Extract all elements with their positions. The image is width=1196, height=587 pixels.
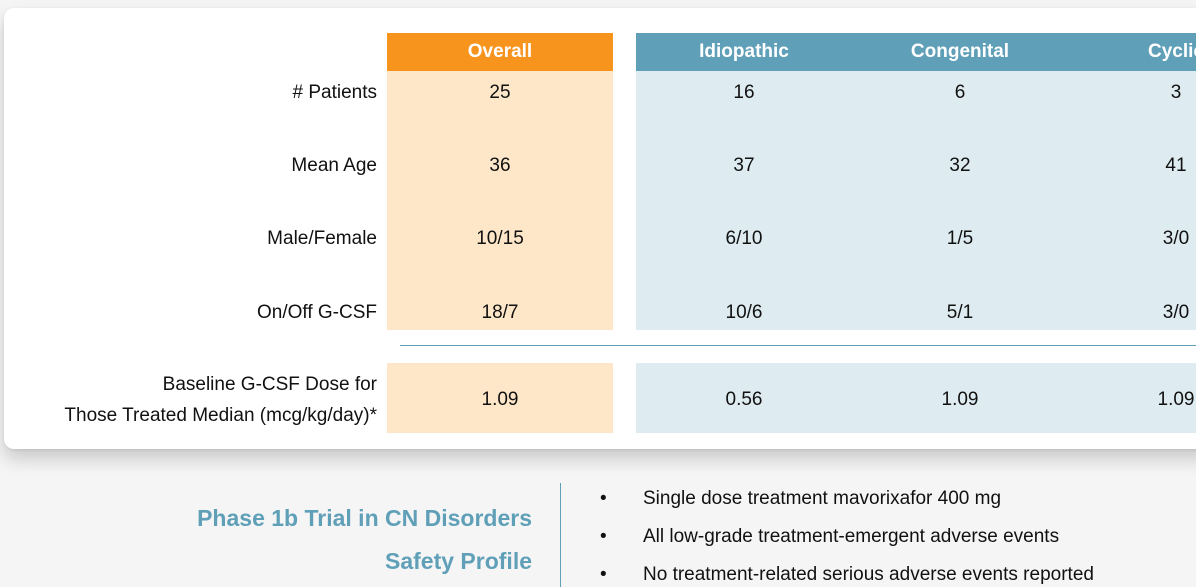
cell-overall-baseline-dose: 1.09 xyxy=(481,389,519,410)
bullet-text: Single dose treatment mavorixafor 400 mg xyxy=(643,488,1002,509)
cell-congenital-mean-age: 32 xyxy=(949,155,971,176)
header-overall: Overall xyxy=(387,33,613,71)
header-congenital: Congenital xyxy=(910,41,1010,62)
bullet-dot: • xyxy=(600,526,607,547)
overall-column-band-baseline xyxy=(387,363,613,433)
table-divider xyxy=(400,345,1196,346)
cell-idiopathic-baseline-dose: 0.56 xyxy=(725,389,763,410)
bullet-text: No treatment-related serious adverse eve… xyxy=(643,564,1094,585)
row-label-baseline-dose: Baseline G-CSF Dose for Those Treated Me… xyxy=(0,369,377,431)
section-divider xyxy=(560,483,561,587)
subgroup-column-band xyxy=(636,33,1196,330)
subgroup-column-band-baseline xyxy=(636,363,1196,433)
cell-congenital-male-female: 1/5 xyxy=(946,228,974,249)
bullet-dot: • xyxy=(600,564,607,585)
row-label-on-off-gcsf: On/Off G-CSF xyxy=(256,302,377,323)
section-title-line1: Phase 1b Trial in CN Disorders xyxy=(197,505,532,531)
overall-column-band xyxy=(387,33,613,330)
header-subgroup-bar xyxy=(636,33,1196,71)
cell-congenital-baseline-dose: 1.09 xyxy=(941,389,979,410)
row-label-baseline-line1: Baseline G-CSF Dose for xyxy=(162,374,377,395)
header-idiopathic: Idiopathic xyxy=(699,41,789,62)
cell-overall-on-off-gcsf: 18/7 xyxy=(481,302,519,323)
header-cyclic: Cyclic xyxy=(1148,41,1196,62)
row-label-baseline-line2: Those Treated Median (mcg/kg/day)* xyxy=(64,405,377,426)
cell-congenital-on-off-gcsf: 5/1 xyxy=(946,302,974,323)
cell-congenital-patients: 6 xyxy=(954,82,966,103)
cell-idiopathic-patients: 16 xyxy=(733,82,755,103)
bullet-dot: • xyxy=(600,488,607,509)
row-label-patients: # Patients xyxy=(292,82,378,103)
cell-overall-male-female: 10/15 xyxy=(476,228,524,249)
section-title-line2: Safety Profile xyxy=(385,548,532,574)
row-label-male-female: Male/Female xyxy=(267,228,377,249)
row-label-mean-age: Mean Age xyxy=(291,155,377,176)
cell-overall-mean-age: 36 xyxy=(489,155,511,176)
cell-cyclic-patients: 3 xyxy=(1170,82,1182,103)
cell-idiopathic-on-off-gcsf: 10/6 xyxy=(725,302,763,323)
cell-cyclic-baseline-dose: 1.09 xyxy=(1157,389,1195,410)
cell-overall-patients: 25 xyxy=(489,82,511,103)
cell-cyclic-on-off-gcsf: 3/0 xyxy=(1162,302,1190,323)
cell-idiopathic-male-female: 6/10 xyxy=(725,228,763,249)
bullet-text: All low-grade treatment-emergent adverse… xyxy=(643,526,1060,547)
cell-cyclic-male-female: 3/0 xyxy=(1162,228,1190,249)
cell-cyclic-mean-age: 41 xyxy=(1165,155,1187,176)
cell-idiopathic-mean-age: 37 xyxy=(733,155,755,176)
